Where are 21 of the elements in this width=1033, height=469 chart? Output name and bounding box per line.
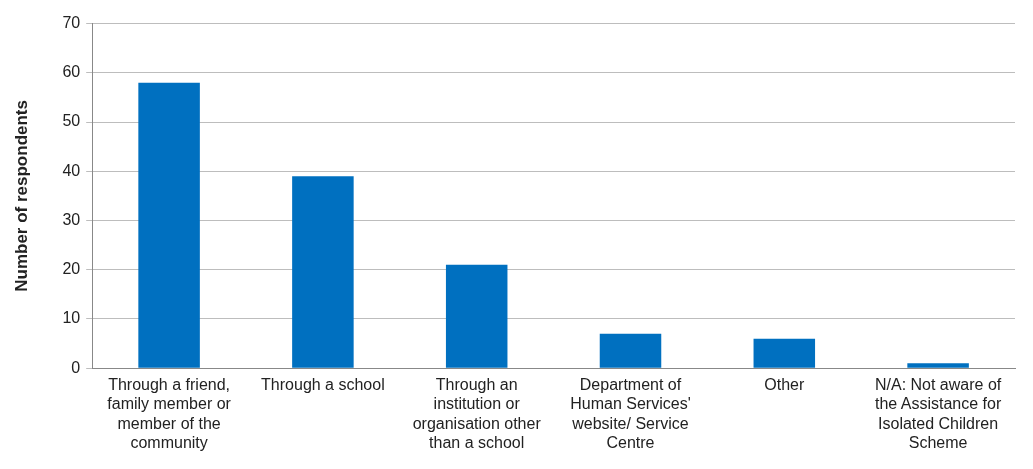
bar [907, 363, 969, 368]
y-axis-title: Number of respondents [11, 100, 31, 292]
y-tick-label: 30 [62, 210, 81, 228]
y-tick-label: 50 [62, 112, 81, 130]
y-tick-label: 20 [62, 260, 81, 278]
y-tick-label: 0 [71, 358, 81, 376]
bar [753, 338, 816, 368]
bar [445, 264, 508, 368]
y-tick-label: 10 [62, 309, 81, 327]
y-tick-label: 40 [62, 161, 81, 179]
x-tick-label: Through a friend, family member or member of the community [107, 376, 232, 451]
x-tick-label: Through an institution or organisation other than a school [412, 376, 542, 451]
x-tick-label: Other [764, 376, 805, 394]
x-tick-label: N/A: Not aware of the Assistance for Isolated Children Scheme [874, 376, 1002, 451]
bar [292, 176, 354, 368]
x-tick-label: Through a school [261, 376, 385, 394]
bar [138, 82, 200, 368]
x-tick-label: Department of Human Services' website/ Service Centre [570, 376, 691, 451]
y-tick-label: 60 [62, 63, 81, 81]
y-tick-label: 70 [62, 14, 81, 32]
bar [599, 333, 662, 368]
